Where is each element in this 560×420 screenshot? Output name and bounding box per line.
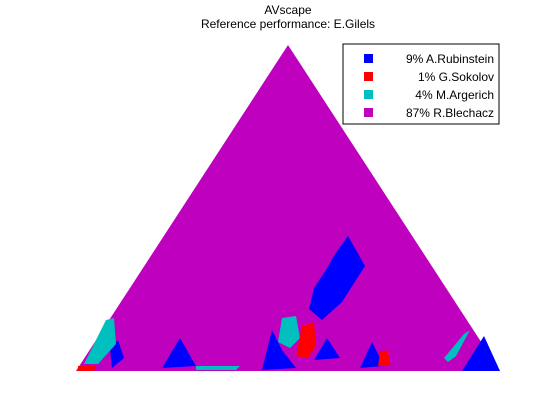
region-m-argerich-bottom (196, 366, 240, 370)
legend-swatch-0 (364, 54, 373, 63)
legend-swatch-3 (364, 108, 373, 117)
legend-swatch-2 (364, 90, 373, 99)
legend-label-1: 1% G.Sokolov (418, 70, 494, 84)
legend-swatch-1 (364, 72, 373, 81)
legend-label-0: 9% A.Rubinstein (406, 52, 494, 66)
chart-subtitle: Reference performance: E.Gilels (201, 17, 375, 31)
legend-label-2: 4% M.Argerich (415, 88, 494, 102)
legend-label-3: 87% R.Blechacz (406, 106, 494, 120)
region-g-sokolov-left (78, 366, 96, 371)
legend: 9% A.Rubinstein 1% G.Sokolov 4% M.Argerich… (343, 44, 499, 124)
chart-title: AVscape (264, 3, 311, 17)
